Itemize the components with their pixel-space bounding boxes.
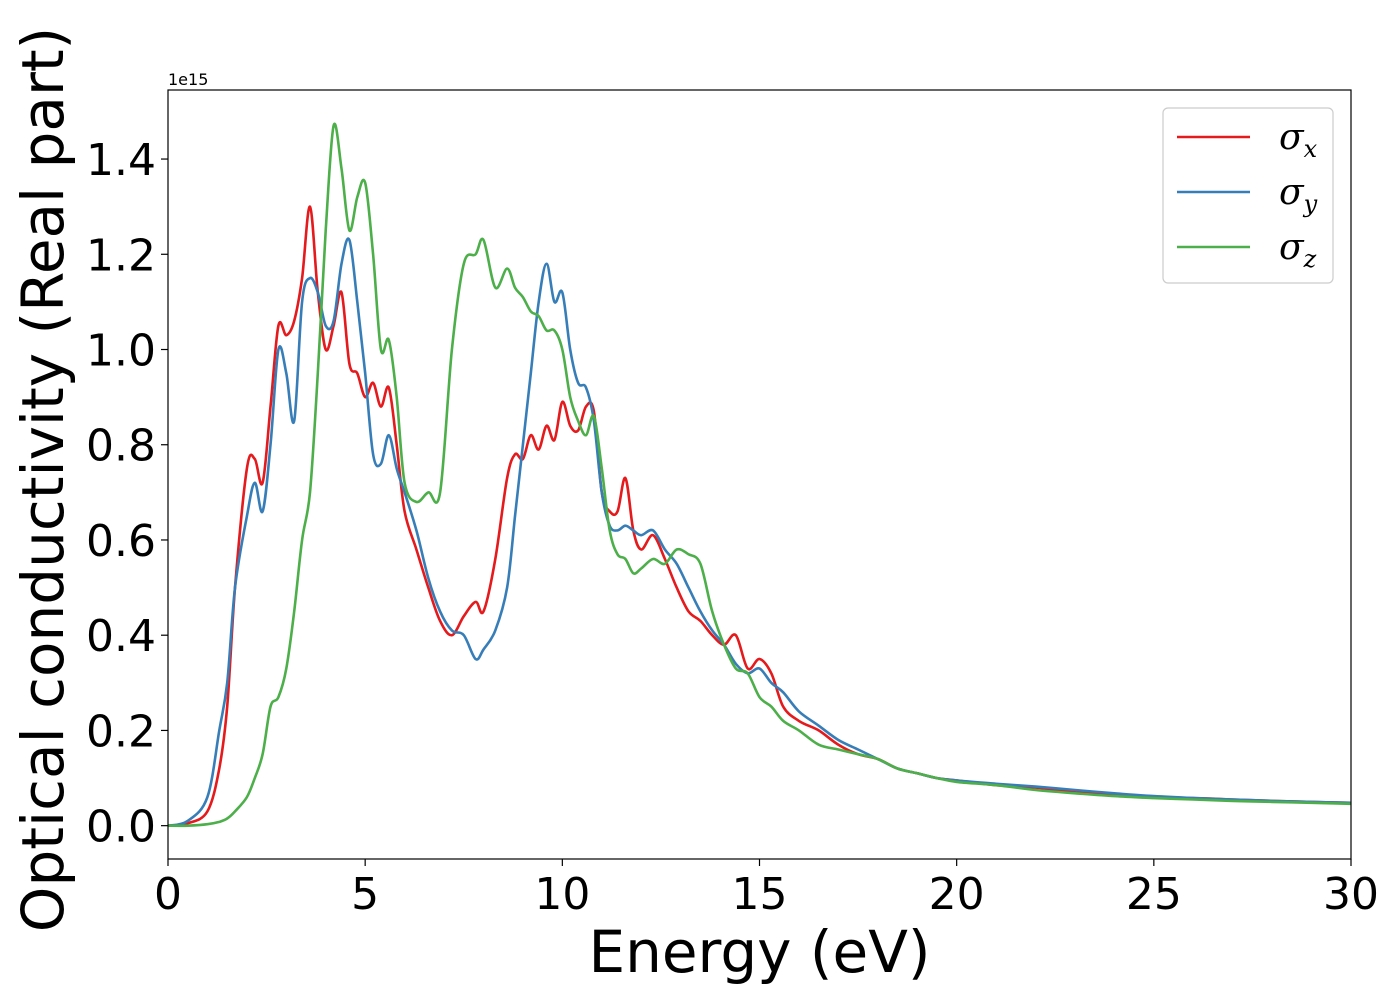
x-tick-label: 25 — [1126, 869, 1182, 920]
y-tick-label: 0.4 — [86, 611, 156, 662]
y-tick-label: 0.2 — [86, 706, 156, 757]
x-axis-title: Energy (eV) — [588, 918, 930, 986]
x-tick-label: 15 — [732, 869, 788, 920]
legend-label-z: σz — [1279, 227, 1317, 273]
legend-label-x: σx — [1279, 117, 1318, 163]
x-axis: 0 5 10 15 20 25 30 — [154, 859, 1379, 920]
series-layer — [168, 122, 1351, 828]
x-tick-label: 20 — [929, 869, 985, 920]
y-axis: 0.0 0.2 0.4 0.6 0.8 1.0 1.2 1.4 — [86, 135, 168, 853]
y-tick-label: 0.8 — [86, 421, 156, 472]
legend: σx σy σz — [1162, 107, 1334, 284]
y-axis-title: Optical conductivity (Real part) — [9, 27, 77, 932]
series-line-x — [168, 205, 1351, 827]
x-tick-label: 0 — [154, 869, 182, 920]
y-tick-label: 0.6 — [86, 516, 156, 567]
legend-box — [1162, 107, 1334, 284]
y-tick-label: 1.4 — [86, 135, 156, 186]
x-tick-label: 5 — [351, 869, 379, 920]
x-tick-label: 10 — [534, 869, 590, 920]
series-line-z — [168, 122, 1351, 828]
y-axis-offset-label: 1e15 — [168, 70, 208, 89]
legend-label-y: σy — [1279, 172, 1318, 218]
y-tick-label: 0.0 — [86, 802, 156, 853]
x-tick-label: 30 — [1323, 869, 1379, 920]
y-tick-label: 1.0 — [86, 326, 156, 377]
y-tick-label: 1.2 — [86, 230, 156, 281]
